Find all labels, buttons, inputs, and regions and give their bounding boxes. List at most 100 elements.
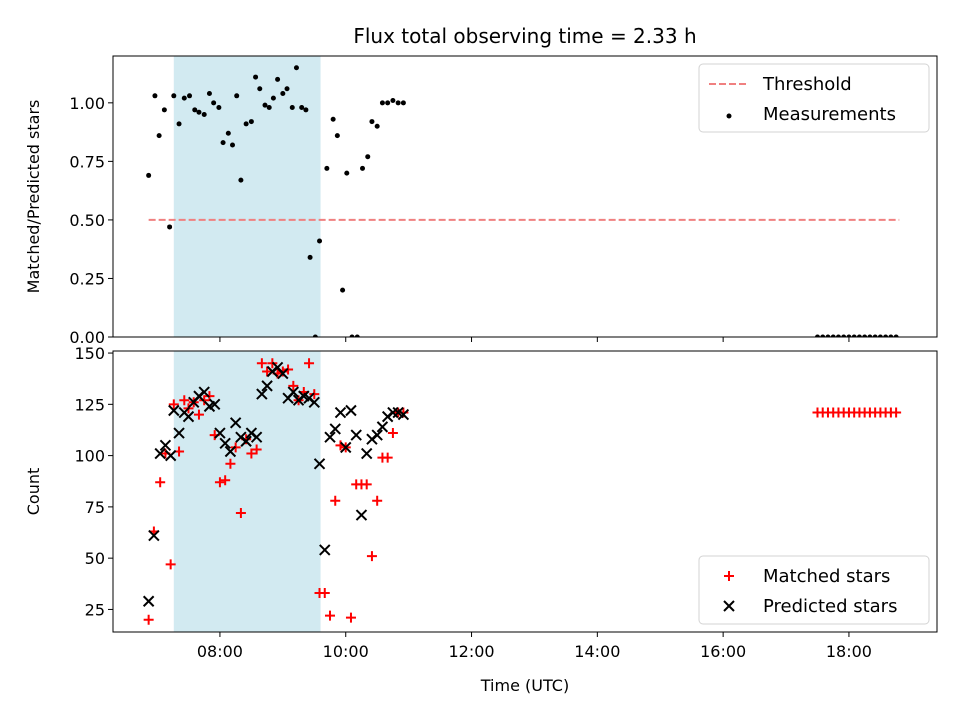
y-tick-label: 0.00 — [69, 328, 105, 347]
measurement-point — [176, 121, 182, 127]
x-tick-label: 16:00 — [700, 642, 746, 661]
predicted-star-point — [334, 406, 347, 419]
matched-star-point — [319, 588, 330, 599]
matched-star-point — [382, 452, 393, 463]
matched-star-point — [345, 612, 356, 623]
matched-star-point — [214, 477, 225, 488]
measurement-point — [340, 287, 346, 293]
measurement-point — [835, 334, 841, 337]
predicted-star-point — [256, 388, 268, 400]
y-tick-label: 0.25 — [69, 269, 105, 288]
measurement-point — [888, 334, 894, 337]
measurement-point — [390, 97, 396, 103]
legend: Threshold Measurements — [698, 63, 930, 133]
legend-box — [698, 555, 930, 625]
data-layer — [146, 65, 900, 337]
measurement-point — [171, 93, 177, 99]
axes-frame — [112, 350, 938, 633]
y-tick-label: 25 — [85, 600, 105, 619]
measurement-point — [238, 177, 244, 183]
measurement-point — [379, 100, 385, 106]
measurement-point — [883, 334, 889, 337]
predicted-star-point — [229, 417, 242, 429]
matched-star-point — [225, 458, 236, 469]
matched-star-point — [288, 380, 299, 391]
y-tick-label: 75 — [85, 498, 105, 517]
matched-star-point — [256, 358, 267, 369]
panel-2: 25 50 75 100 125 150 08:00 10:00 12:00 14:00 16:00… — [24, 344, 938, 695]
measurement-point — [851, 334, 857, 337]
predicted-star-point — [350, 429, 362, 441]
measurement-point — [360, 165, 366, 171]
x-tick-label: 10:00 — [323, 642, 369, 661]
predicted-star-point — [261, 380, 273, 392]
measurement-point — [856, 334, 862, 337]
measurement-point — [324, 165, 330, 171]
x-tick-label: 18:00 — [826, 642, 872, 661]
predicted-star-point — [219, 437, 231, 450]
measurement-point — [201, 112, 207, 118]
data-layer — [142, 358, 902, 625]
predicted-star-point — [324, 431, 336, 443]
predicted-star-point — [240, 435, 252, 447]
y-tick-label: 125 — [74, 395, 105, 414]
measurement-point — [330, 116, 336, 122]
axes-frame — [112, 55, 938, 338]
measurement-point — [253, 74, 259, 80]
x-axis-label: Time (UTC) — [480, 676, 569, 695]
predicted-star-point — [142, 595, 155, 607]
measurement-point — [846, 334, 852, 337]
predicted-star-point — [148, 529, 160, 542]
legend-matched-swatch — [724, 571, 734, 581]
matched-star-point — [304, 358, 315, 369]
predicted-star-point — [173, 427, 185, 439]
measurement-point — [867, 334, 873, 337]
predicted-star-point — [182, 410, 195, 423]
measurement-point — [334, 133, 340, 139]
measurement-point — [248, 119, 254, 125]
measurement-point — [830, 334, 836, 337]
measurement-point — [400, 100, 406, 106]
measurement-point — [299, 105, 305, 111]
predicted-star-point — [329, 423, 341, 435]
measurement-point — [220, 140, 226, 146]
predicted-star-point — [277, 367, 289, 380]
predicted-star-point — [340, 441, 352, 454]
matched-star-point — [235, 508, 246, 519]
matched-star-point — [398, 407, 409, 418]
measurement-point — [152, 93, 158, 99]
predicted-star-point — [345, 404, 357, 417]
matched-star-point — [193, 409, 204, 420]
matched-star-point — [361, 479, 372, 490]
measurement-point — [146, 172, 152, 178]
measurement-point — [187, 93, 193, 99]
predicted-star-point — [208, 398, 221, 411]
matched-star-point — [251, 444, 262, 455]
measurement-point — [825, 334, 831, 337]
legend-measurement-swatch — [726, 113, 732, 119]
predicted-star-point — [319, 544, 331, 556]
predicted-star-point — [376, 421, 389, 433]
legend-predicted-swatch — [723, 600, 735, 612]
measurement-point — [872, 334, 878, 337]
x-tick-label: 08:00 — [197, 642, 243, 661]
measurement-point — [395, 100, 401, 106]
predicted-star-point — [387, 406, 399, 419]
measurement-point — [230, 142, 236, 148]
y-axis-label: Matched/Predicted stars — [24, 100, 43, 294]
matched-star-point — [366, 551, 377, 562]
measurement-point — [344, 170, 350, 176]
measurement-point — [206, 90, 212, 96]
measurement-point — [167, 224, 173, 230]
predicted-star-point — [360, 447, 373, 460]
y-tick-label: 150 — [74, 344, 105, 363]
measurement-point — [293, 65, 299, 71]
measurement-point — [225, 130, 231, 136]
predicted-star-point — [287, 386, 300, 398]
measurement-point — [317, 238, 323, 244]
measurement-point — [275, 76, 281, 82]
y-tick-label: 1.00 — [69, 94, 105, 113]
chart-title: Flux total observing time = 2.33 h — [353, 24, 696, 48]
legend-label: Measurements — [763, 104, 896, 125]
